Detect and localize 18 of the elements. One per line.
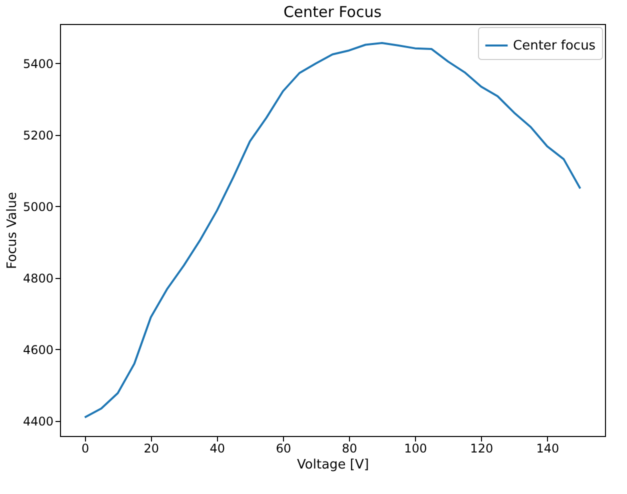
- x-tick-label: 20: [144, 442, 159, 456]
- legend-label: Center focus: [513, 38, 596, 54]
- x-tick-label: 60: [276, 442, 292, 456]
- y-tick-label: 5000: [22, 200, 54, 214]
- y-tick-label: 5200: [22, 128, 54, 142]
- x-tick-label: 0: [81, 442, 90, 456]
- x-tick-label: 40: [210, 442, 226, 456]
- x-tick-label: 80: [342, 442, 358, 456]
- y-tick-label: 4600: [22, 342, 54, 357]
- x-tick-label: 100: [404, 442, 428, 456]
- y-tick-label: 4400: [22, 414, 54, 428]
- chart-title: Center Focus: [283, 3, 382, 21]
- x-axis-title: Voltage [V]: [297, 458, 369, 472]
- x-tick-label: 120: [470, 442, 494, 456]
- y-tick-label: 4800: [22, 271, 54, 286]
- y-axis-title: Focus Value: [4, 192, 20, 269]
- x-tick-label: 140: [536, 442, 560, 456]
- y-tick-label: 5400: [22, 56, 54, 71]
